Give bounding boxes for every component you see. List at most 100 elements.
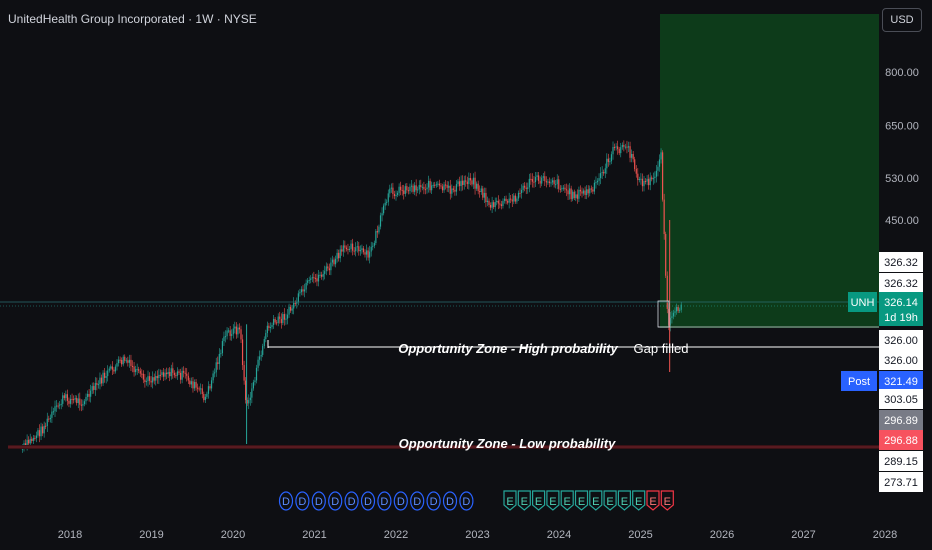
candle-body bbox=[618, 149, 620, 154]
candle-body bbox=[130, 359, 132, 366]
candle-body bbox=[296, 302, 298, 304]
dividend-marker[interactable] bbox=[377, 491, 392, 511]
candle-body bbox=[164, 372, 166, 377]
dividend-marker[interactable] bbox=[344, 491, 359, 511]
candle-body bbox=[390, 187, 392, 189]
candle-body bbox=[238, 327, 241, 330]
dividend-marker[interactable] bbox=[393, 491, 408, 511]
earnings-marker[interactable] bbox=[617, 490, 631, 511]
candle-body bbox=[223, 336, 225, 342]
x-tick-label: 2022 bbox=[384, 529, 408, 541]
earnings-marker[interactable] bbox=[660, 490, 674, 511]
candle-body bbox=[412, 185, 414, 192]
candle-body bbox=[499, 203, 501, 205]
candle-body bbox=[451, 188, 453, 194]
dividend-marker[interactable] bbox=[426, 491, 441, 511]
earnings-marker[interactable] bbox=[546, 490, 560, 511]
candle-body bbox=[517, 192, 520, 199]
candle-body bbox=[139, 370, 141, 374]
candle-body bbox=[85, 396, 87, 402]
candle-body bbox=[71, 398, 73, 400]
candle-body bbox=[620, 147, 622, 154]
candle-body bbox=[438, 183, 441, 186]
candle-body bbox=[648, 178, 650, 186]
candle-body bbox=[310, 278, 312, 280]
earnings-marker[interactable] bbox=[503, 490, 517, 511]
candle-body bbox=[167, 372, 169, 375]
earnings-marker[interactable] bbox=[560, 490, 574, 511]
candle-body bbox=[291, 308, 293, 311]
candle-body bbox=[651, 177, 653, 180]
dividend-marker[interactable] bbox=[328, 491, 343, 511]
candle-body bbox=[542, 176, 544, 178]
candle-body bbox=[266, 325, 268, 334]
candle-body bbox=[414, 185, 416, 192]
candle-body bbox=[257, 359, 259, 368]
earnings-marker[interactable] bbox=[646, 490, 660, 511]
candle-body bbox=[600, 173, 602, 179]
candle-body bbox=[558, 179, 560, 189]
earnings-marker-label: E bbox=[606, 496, 613, 508]
candle-body bbox=[595, 182, 597, 184]
candle-body bbox=[474, 177, 476, 189]
candle-body bbox=[431, 185, 433, 191]
earnings-marker[interactable] bbox=[632, 490, 646, 511]
candle-body bbox=[401, 190, 403, 192]
candle-body bbox=[609, 161, 611, 163]
candle-body bbox=[43, 425, 45, 434]
candle-body bbox=[417, 189, 419, 191]
label-321-49 bbox=[879, 371, 923, 391]
candle-body bbox=[472, 177, 475, 185]
candle-body bbox=[62, 395, 64, 404]
earnings-marker[interactable] bbox=[603, 490, 617, 511]
label-326-00-a bbox=[879, 330, 923, 350]
candle-body bbox=[393, 194, 396, 197]
candle-body bbox=[680, 304, 682, 310]
dividend-marker[interactable] bbox=[442, 491, 458, 511]
candle-body bbox=[576, 194, 578, 199]
dividend-marker[interactable] bbox=[459, 491, 474, 511]
candle-body bbox=[489, 204, 492, 208]
candle-body bbox=[322, 273, 324, 277]
candle-body bbox=[234, 326, 236, 329]
currency-button[interactable]: USD bbox=[882, 8, 922, 32]
dividend-marker[interactable] bbox=[278, 491, 294, 511]
candle-body bbox=[432, 184, 434, 186]
candle-body bbox=[96, 383, 98, 385]
dividend-marker[interactable] bbox=[360, 491, 376, 511]
candle-body bbox=[643, 180, 645, 187]
candle-body bbox=[665, 234, 667, 276]
candle-body bbox=[502, 200, 504, 207]
earnings-marker[interactable] bbox=[532, 490, 546, 511]
candle-body bbox=[555, 184, 557, 186]
candle-body bbox=[214, 372, 216, 374]
candle-body bbox=[107, 370, 109, 377]
candle-body bbox=[674, 311, 676, 313]
candle-body bbox=[590, 188, 592, 190]
dividend-marker[interactable] bbox=[410, 491, 425, 511]
x-tick-label: 2027 bbox=[791, 529, 815, 541]
candle-body bbox=[147, 376, 149, 382]
label-326-14-countdown: 1d 19h bbox=[884, 312, 918, 324]
earnings-marker[interactable] bbox=[589, 490, 603, 511]
candle-body bbox=[220, 353, 222, 355]
candle-body bbox=[589, 188, 591, 194]
earnings-marker[interactable] bbox=[517, 490, 531, 511]
dividend-marker[interactable] bbox=[311, 491, 326, 511]
candle-body bbox=[660, 152, 662, 160]
candle-body bbox=[344, 245, 346, 248]
candle-body bbox=[570, 188, 572, 200]
dividend-marker[interactable] bbox=[295, 491, 310, 511]
candle-body bbox=[276, 322, 278, 324]
candle-body bbox=[629, 146, 631, 158]
x-tick-label: 2020 bbox=[221, 529, 245, 541]
candle-body bbox=[212, 373, 214, 381]
candle-body bbox=[375, 231, 377, 244]
candle-body bbox=[313, 277, 315, 279]
candle-body bbox=[446, 185, 448, 188]
candle-body bbox=[49, 417, 51, 420]
candle-body bbox=[80, 404, 82, 406]
candle-body bbox=[462, 180, 464, 185]
earnings-marker[interactable] bbox=[574, 490, 589, 511]
